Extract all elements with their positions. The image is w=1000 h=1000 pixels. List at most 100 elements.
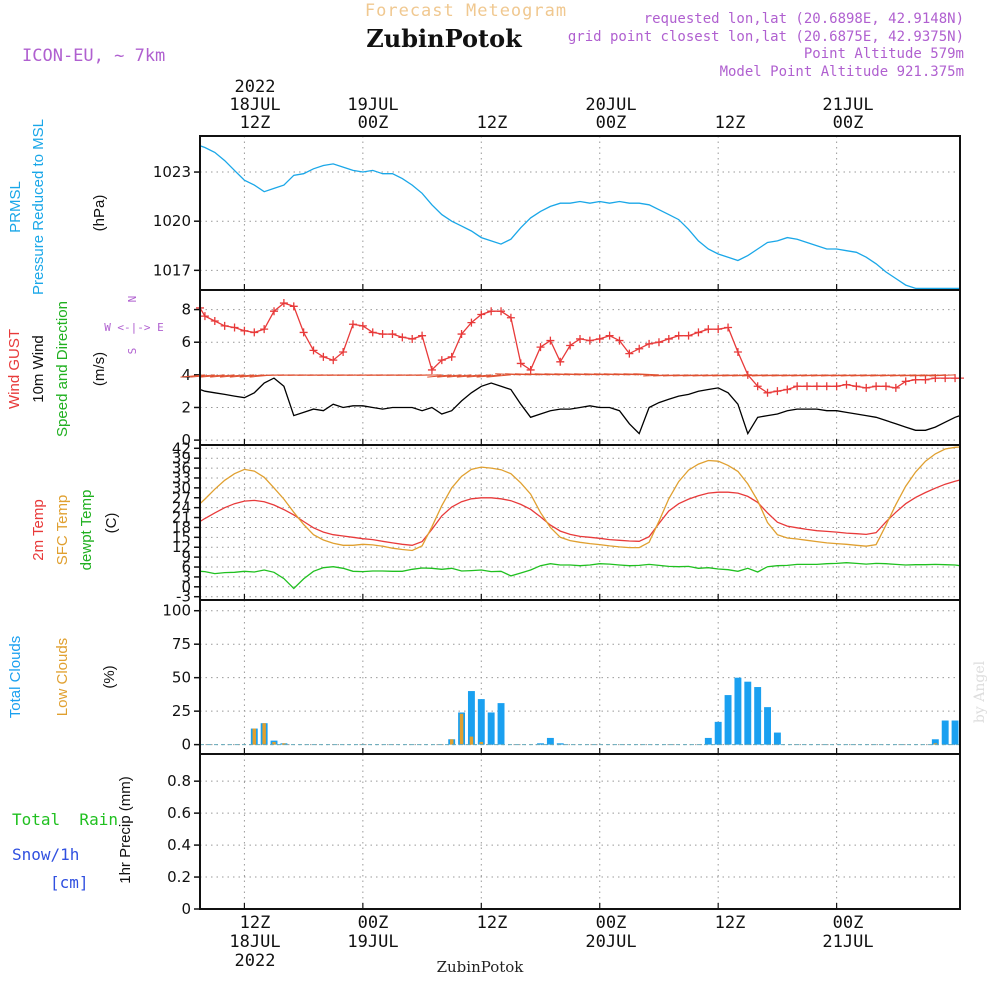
gust-point <box>289 302 298 311</box>
y-tick-label: 2 <box>181 398 191 416</box>
total-cloud-bar <box>546 737 554 745</box>
top-time-label: 12Z <box>715 113 746 133</box>
sfc-temp-label: SFC Temp <box>54 495 71 566</box>
y-tick-label: 39 <box>172 449 191 467</box>
compass-north: N <box>126 296 139 303</box>
ms-unit-label: (m/s) <box>91 352 108 386</box>
gust-point <box>625 349 634 358</box>
low-cloud-bar <box>459 713 464 745</box>
y-tick-label: 0 <box>181 900 191 918</box>
wind-arrow <box>466 374 492 378</box>
bottom-time-line: 00Z <box>833 913 864 933</box>
low-cloud-bar <box>282 743 286 745</box>
gust-point <box>812 382 821 391</box>
wind-arrow <box>229 374 255 378</box>
y-tick-label: 50 <box>172 669 191 687</box>
gust-point <box>793 382 802 391</box>
top-time-label: 2022 <box>235 77 276 97</box>
y-tick-label: 15 <box>172 528 191 546</box>
top-time-label: 00Z <box>833 113 864 133</box>
panel-frame <box>199 135 961 291</box>
top-time-label: 21JUL <box>822 95 873 115</box>
gust-point <box>348 320 357 329</box>
gust-point <box>506 313 515 322</box>
gust-point <box>467 318 476 327</box>
wind-arrow <box>476 374 502 378</box>
y-tick-label: 1023 <box>153 163 191 181</box>
total-cloud-bar <box>724 695 732 745</box>
gust-point <box>921 375 930 384</box>
gust-point <box>773 387 782 396</box>
y-tick-label: 1020 <box>153 212 191 230</box>
gust-point <box>516 359 525 368</box>
top-time-label: 12Z <box>477 113 508 133</box>
gust-point <box>210 317 219 325</box>
hpa-unit-label: (hPa) <box>91 195 108 232</box>
gust-point <box>714 325 723 334</box>
top-time-line: 12Z <box>477 113 508 133</box>
gust-point <box>704 325 713 334</box>
top-time-line: 00Z <box>596 113 627 133</box>
precip-unit-label: 1hr Precip (mm) <box>117 776 134 884</box>
gust-point <box>457 330 466 339</box>
series-line <box>199 377 961 436</box>
total-cloud-bar <box>734 677 742 745</box>
gust-point <box>733 348 742 356</box>
wind-arrow <box>190 374 215 378</box>
y-tick-label: 0.8 <box>167 772 191 790</box>
wind-arrow <box>210 374 235 378</box>
gust-point <box>891 383 900 392</box>
bottom-time-line: 00Z <box>358 913 389 933</box>
y-tick-label: 25 <box>172 702 191 720</box>
bottom-time-label: 12Z <box>240 913 271 933</box>
gust-point <box>803 382 812 391</box>
top-time-line: 00Z <box>358 113 389 133</box>
gust-point <box>546 336 555 345</box>
gust-point <box>556 357 565 366</box>
y-tick-label: 1017 <box>153 261 191 279</box>
top-time-line: 12Z <box>715 113 746 133</box>
y-tick-label: 0 <box>181 736 191 754</box>
top-time-line: 00Z <box>833 113 864 133</box>
top-time-label: 20JUL <box>585 95 636 115</box>
bottom-time-line: 12Z <box>240 913 271 933</box>
bottom-time-label: 19JUL <box>347 932 398 952</box>
gust-point <box>260 325 269 334</box>
gust-point <box>497 307 506 316</box>
gust-point <box>398 333 407 342</box>
panel-labels: PRMSL Pressure Reduced to MSL (hPa) Wind… <box>6 119 134 884</box>
total-cloud-bar <box>556 743 564 745</box>
gust-point <box>230 323 239 332</box>
gust-point <box>684 331 693 340</box>
total-cloud-bar <box>714 721 722 745</box>
wind-gust-label: Wind GUST <box>6 329 23 409</box>
gust-point <box>319 352 328 361</box>
bottom-time-label: 12Z <box>477 913 508 933</box>
bottom-time-line: 21JUL <box>822 932 873 952</box>
gust-point <box>635 344 644 353</box>
gust-point <box>724 323 733 332</box>
top-time-label: 19JUL <box>347 95 398 115</box>
top-time-line: 12Z <box>240 113 271 133</box>
bottom-time-line: 18JUL <box>229 932 280 952</box>
gust-point <box>783 385 792 394</box>
gust-point <box>576 334 584 343</box>
credit-watermark: by Angel <box>972 660 988 723</box>
gust-point <box>615 336 624 345</box>
y-tick-label: 30 <box>172 479 191 497</box>
snow-label: Snow/1h <box>12 845 79 864</box>
low-cloud-bar <box>449 739 454 745</box>
y-tick-label: 6 <box>181 333 191 351</box>
gust-point <box>250 328 259 337</box>
panel-frame <box>199 753 961 910</box>
panel-precip: 0 0.2 0.4 0.6 0.8 <box>167 753 961 918</box>
gust-point <box>645 339 654 348</box>
wind-arrow <box>219 374 245 378</box>
total-cloud-bar <box>497 703 505 745</box>
total-cloud-bar <box>773 732 781 745</box>
y-tick-label: 4 <box>181 366 191 384</box>
point-altitude: Point Altitude 579m <box>804 46 964 62</box>
gust-point <box>862 383 871 392</box>
gust-point <box>842 380 851 389</box>
low-clouds-label: Low Clouds <box>54 638 71 716</box>
